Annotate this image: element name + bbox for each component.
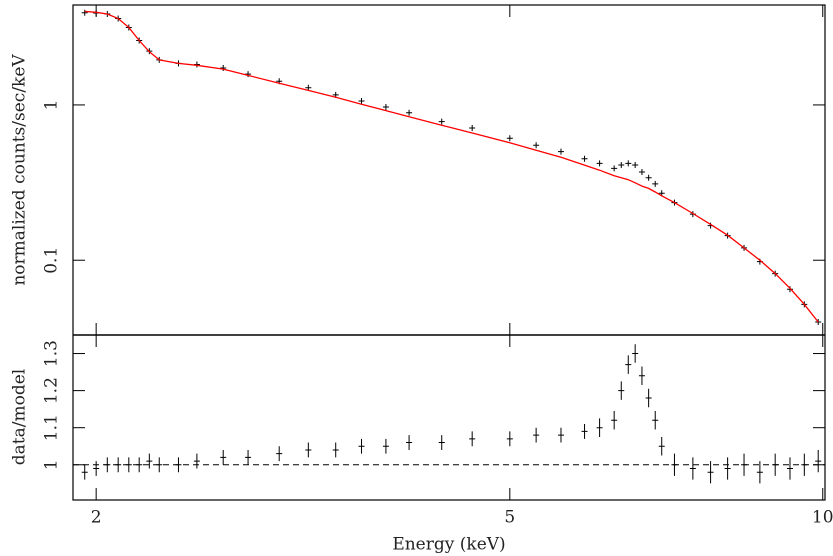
error-bar bbox=[632, 344, 639, 363]
x-axis-label: Energy (keV) bbox=[392, 535, 505, 555]
error-bar bbox=[741, 453, 748, 476]
error-bar bbox=[506, 431, 513, 447]
error-bar bbox=[469, 431, 476, 447]
data-point bbox=[786, 286, 793, 293]
error-bar bbox=[756, 461, 763, 484]
frame bbox=[72, 4, 826, 501]
data-point bbox=[815, 319, 822, 326]
y-tick-label: 1.1 bbox=[42, 414, 62, 441]
data-point bbox=[81, 9, 88, 16]
error-bar bbox=[193, 453, 200, 469]
error-bar bbox=[358, 438, 365, 454]
x-tick-label: 10 bbox=[812, 508, 833, 528]
error-bar bbox=[645, 388, 652, 408]
error-bar bbox=[438, 435, 445, 450]
error-bar bbox=[815, 449, 822, 473]
y-tick-label: 0.1 bbox=[42, 247, 62, 274]
error-bar bbox=[596, 418, 603, 437]
data-point bbox=[618, 162, 625, 169]
error-bar bbox=[245, 449, 252, 465]
error-bar bbox=[305, 442, 312, 458]
data-point bbox=[382, 103, 389, 110]
error-bar bbox=[671, 453, 678, 476]
error-bar bbox=[533, 427, 540, 443]
data-point bbox=[645, 174, 652, 181]
error-bar bbox=[406, 435, 413, 450]
error-bar bbox=[104, 457, 111, 473]
error-bar bbox=[611, 411, 618, 430]
error-bar bbox=[136, 457, 143, 473]
error-bar bbox=[786, 457, 793, 480]
error-bar bbox=[156, 457, 163, 473]
data-point bbox=[632, 162, 639, 169]
data-point bbox=[596, 160, 603, 167]
data-point bbox=[245, 71, 252, 78]
data-point bbox=[533, 142, 540, 149]
error-bar bbox=[175, 457, 182, 473]
y-tick-label: 1.2 bbox=[42, 377, 62, 404]
error-bar bbox=[801, 453, 808, 476]
error-bar bbox=[638, 366, 645, 386]
error-bar bbox=[276, 446, 283, 462]
y-axis-label: normalized counts/sec/keV bbox=[10, 54, 30, 286]
data-point bbox=[506, 135, 513, 142]
data-point bbox=[581, 155, 588, 162]
error-bar bbox=[146, 453, 153, 469]
x-tick-label: 2 bbox=[91, 508, 102, 528]
data-point bbox=[406, 109, 413, 116]
error-bar bbox=[125, 457, 132, 473]
data-point bbox=[557, 148, 564, 155]
error-bar bbox=[557, 427, 564, 443]
y-tick-label: 1.3 bbox=[42, 340, 62, 367]
error-bar bbox=[382, 438, 389, 454]
error-bar bbox=[332, 442, 339, 458]
y-axis-label: data/model bbox=[10, 369, 30, 465]
error-bar bbox=[658, 436, 665, 456]
error-bar bbox=[220, 449, 227, 465]
error-bar bbox=[707, 461, 714, 484]
y-tick-label: 1 bbox=[42, 100, 62, 111]
error-bar bbox=[724, 457, 731, 480]
data-point bbox=[638, 168, 645, 175]
y-tick-label: 1 bbox=[42, 459, 62, 470]
error-bar bbox=[115, 457, 122, 473]
error-bar bbox=[652, 411, 659, 430]
data-point bbox=[652, 180, 659, 187]
error-bar bbox=[581, 423, 588, 439]
error-bar bbox=[81, 464, 88, 480]
data-point bbox=[625, 160, 632, 167]
data-point bbox=[220, 64, 227, 71]
model-line bbox=[84, 10, 819, 323]
error-bar bbox=[772, 453, 779, 476]
data-point bbox=[469, 125, 476, 132]
data-point bbox=[358, 97, 365, 104]
error-bar bbox=[618, 381, 625, 400]
error-bar bbox=[625, 355, 632, 374]
x-tick-label: 5 bbox=[504, 508, 515, 528]
data-point bbox=[611, 165, 618, 172]
error-bar bbox=[689, 457, 696, 480]
data-point bbox=[438, 118, 445, 125]
error-bar bbox=[93, 461, 100, 476]
